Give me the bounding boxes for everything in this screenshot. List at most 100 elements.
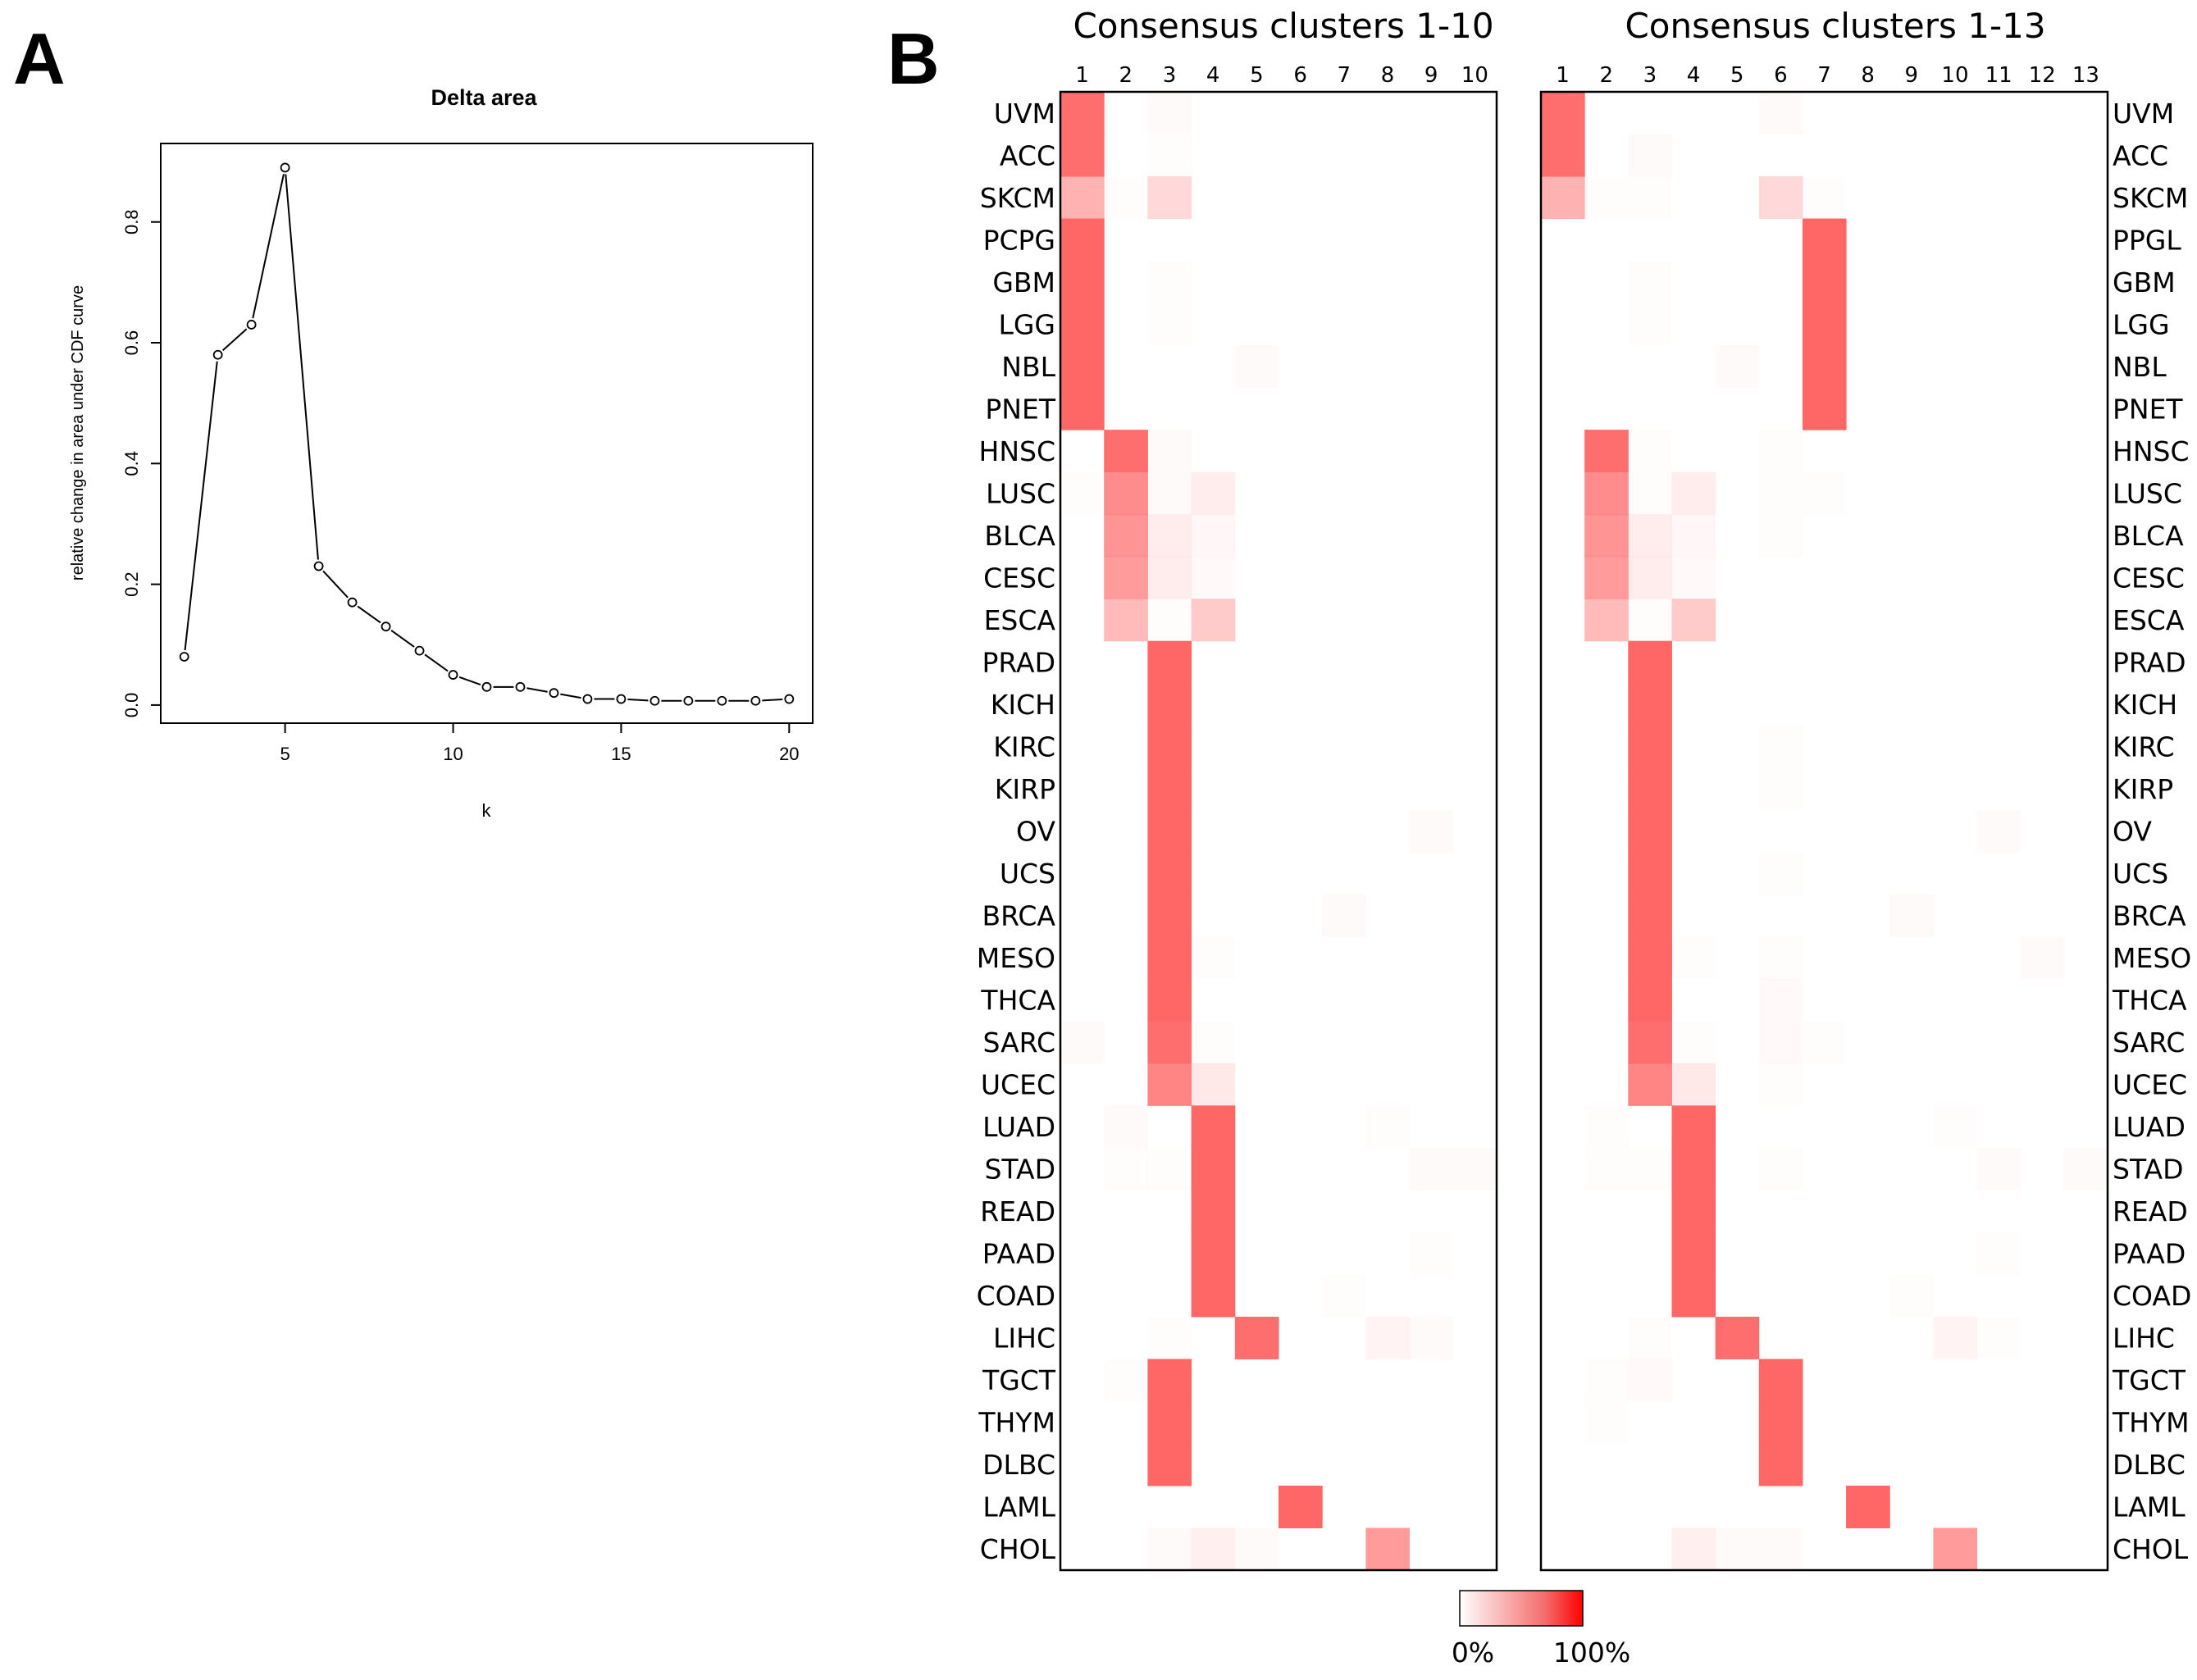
heatmap-cell — [1147, 472, 1192, 515]
heatmap-row-label: LGG — [998, 308, 1055, 340]
heatmap-cell — [1671, 1105, 1716, 1149]
line-segment — [221, 328, 248, 352]
y-tick-label: 0.2 — [121, 571, 142, 597]
data-point — [717, 695, 727, 706]
heatmap-cell — [1628, 936, 1672, 980]
heatmap-row-label: DLBC — [2113, 1449, 2186, 1481]
y-tick-label: 0.0 — [121, 693, 142, 718]
heatmap-cell — [1104, 430, 1148, 473]
heatmap-cell — [1628, 134, 1672, 177]
heatmap-cell — [1628, 1317, 1672, 1359]
heatmap-column-label: 6 — [1774, 63, 1788, 88]
heatmap-cell — [1584, 176, 1629, 219]
heatmap-cell — [1803, 176, 1847, 219]
heatmap-row-label: BLCA — [2113, 520, 2184, 552]
heatmap-cell — [1758, 978, 1803, 1022]
heatmap-cell — [1584, 1148, 1629, 1191]
heatmap-cell — [1803, 1021, 1847, 1063]
heatmap-cell — [1147, 1317, 1192, 1359]
heatmap-cell — [1104, 514, 1148, 558]
data-point — [414, 645, 425, 656]
heatmap-row-label: PCPG — [983, 224, 1055, 256]
line-y-axis-label: relative change in area under CDF curve — [69, 285, 87, 580]
heatmap-cell — [1104, 176, 1148, 219]
heatmap-cell — [1716, 345, 1760, 388]
heatmap-cell — [1716, 1527, 1760, 1570]
heatmap-column-label: 2 — [1119, 63, 1133, 88]
heatmap-cell — [1759, 726, 1803, 768]
panel-a-label: A — [13, 18, 66, 99]
heatmap-row-label: COAD — [977, 1280, 1055, 1312]
heatmap-cell — [1104, 1148, 1148, 1191]
heatmap-cell — [1191, 1274, 1236, 1318]
heatmap-cell — [1322, 1274, 1366, 1317]
heatmap-cell — [1759, 514, 1803, 557]
heatmap-column-label: 9 — [1424, 63, 1438, 88]
heatmap-cell — [1671, 1147, 1716, 1191]
heatmap-cell — [1671, 599, 1716, 642]
heatmap-frame — [1539, 90, 2109, 1572]
heatmap-row-label: ACC — [1000, 139, 1055, 171]
data-point — [616, 694, 627, 704]
heatmap-cell — [1235, 345, 1279, 388]
heatmap-column-label: 7 — [1338, 63, 1351, 88]
heatmap-row-label: NBL — [1001, 351, 1055, 383]
heatmap-cell — [1628, 1063, 1672, 1106]
heatmap-cell — [1933, 1316, 1978, 1359]
heatmap-row-label: SARC — [983, 1027, 1055, 1059]
heatmap-cell — [1541, 176, 1585, 220]
heatmap-cell — [1192, 1021, 1236, 1063]
heatmap-clusters-1-13: Consensus clusters 1-13 1 2 3 4 5 6 7 8 9 10 11 12 1… — [1539, 6, 2191, 1572]
data-point — [313, 561, 324, 571]
heatmap-cell — [1628, 725, 1672, 768]
heatmap-row-label: READ — [2113, 1195, 2188, 1227]
heatmap-row-label: TGCT — [2112, 1364, 2186, 1396]
heatmap-cell — [1104, 471, 1148, 515]
x-tick-label: 5 — [280, 744, 289, 764]
heatmap-cell — [1628, 303, 1672, 346]
heatmap-cell — [1977, 1232, 2022, 1275]
data-point — [212, 349, 223, 360]
heatmap-cell — [1191, 1147, 1236, 1191]
heatmap-cell — [1758, 1359, 1803, 1402]
heatmap-cell — [1628, 599, 1672, 641]
heatmap-row-label: UVM — [2113, 98, 2174, 130]
heatmap-cell — [1060, 303, 1105, 346]
heatmap-cell — [1802, 261, 1847, 304]
heatmap-cell — [1060, 387, 1105, 430]
heatmap-cell — [1410, 810, 1454, 853]
heatmap-cell — [1758, 1021, 1803, 1064]
line-segment — [762, 698, 783, 702]
heatmap-cell — [1191, 599, 1236, 642]
line-plot-frame — [160, 143, 814, 724]
data-point — [549, 688, 559, 699]
x-tick-label: 20 — [779, 744, 799, 764]
heatmap-cell — [1802, 345, 1847, 389]
heatmap-row-label: SKCM — [2113, 182, 2188, 214]
heatmap-cell — [1759, 1148, 1803, 1191]
heatmap-cell — [1802, 387, 1847, 430]
heatmap-row-label: CESC — [2113, 562, 2185, 594]
heatmap-cell — [1147, 1148, 1192, 1191]
heatmap-cell — [2021, 936, 2065, 979]
heatmap-cell — [1671, 1232, 1716, 1275]
line-segment — [627, 698, 649, 702]
data-point — [246, 320, 257, 330]
heatmap-row-label: PRAD — [982, 646, 1055, 678]
heatmap-column-label: 12 — [2029, 63, 2056, 88]
heatmap-cell — [1977, 1317, 2022, 1359]
heatmap-column-label: 13 — [2072, 63, 2099, 88]
heatmap-cell — [1628, 472, 1672, 515]
line-segment — [357, 605, 381, 624]
heatmap-cell — [1060, 218, 1105, 262]
heatmap-row-label: STAD — [984, 1154, 1055, 1186]
heatmap-row-label: LIHC — [993, 1323, 1055, 1354]
heatmap-row-label: PAAD — [2113, 1238, 2186, 1270]
heatmap-row-label: COAD — [2113, 1280, 2191, 1312]
heatmap-cell — [1628, 767, 1672, 811]
heatmap-cell — [1453, 1148, 1497, 1191]
heatmap-cell — [1365, 1105, 1410, 1148]
heatmap-row-label: PAAD — [982, 1238, 1055, 1270]
heatmap-row-label: UVM — [994, 98, 1055, 130]
heatmap-row-label: MESO — [977, 942, 1055, 974]
